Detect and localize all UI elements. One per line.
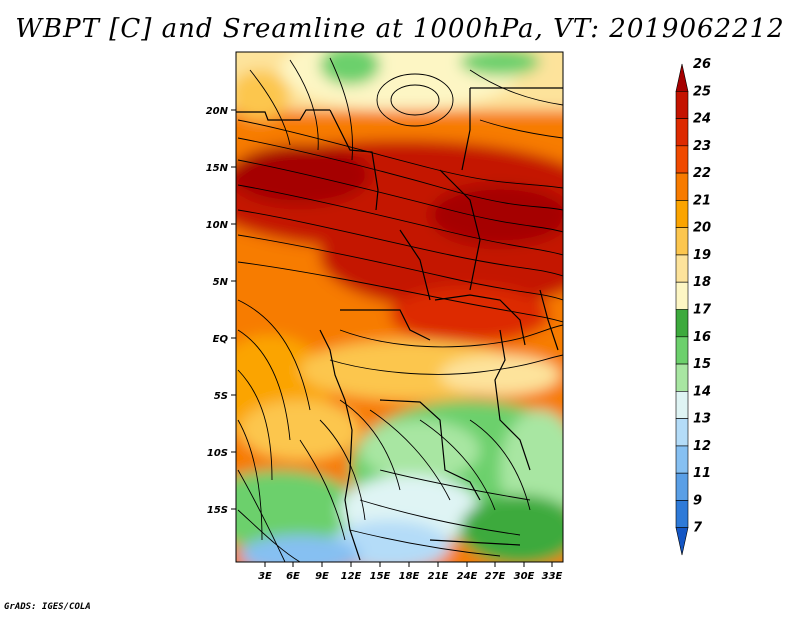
lat-label: 5S <box>214 391 228 402</box>
longitude-axis: 3E 6E 9E 12E 15E 18E 21E 24E 27E 30E 33E <box>258 562 563 582</box>
colorbar-swatch <box>675 281 689 310</box>
lat-label: 10S <box>207 448 228 459</box>
colorbar-label: 20 <box>693 221 711 236</box>
colorbar-swatch <box>675 363 689 392</box>
wbpt-shading <box>236 52 563 562</box>
colorbar-label: 16 <box>693 330 711 345</box>
colorbar-label: 22 <box>693 166 711 181</box>
colorbar-swatch <box>675 500 689 529</box>
lon-label: 33E <box>542 571 563 582</box>
streamlines <box>237 57 563 562</box>
map-title: WBPT [C] and Sreamline at 1000hPa, VT: 2… <box>15 14 785 44</box>
lon-label: 15E <box>370 571 391 582</box>
colorbar-swatch <box>675 336 689 365</box>
colorbar-label: 12 <box>693 439 711 454</box>
colorbar-swatch <box>675 227 689 256</box>
colorbar-swatch <box>675 445 689 474</box>
colorbar-swatch <box>675 309 689 338</box>
lon-label: 9E <box>315 571 329 582</box>
lon-label: 30E <box>514 571 535 582</box>
colorbar-swatch <box>675 90 689 119</box>
colorbar-swatch <box>675 472 689 501</box>
colorbar-label: 14 <box>693 384 711 399</box>
lat-label: 20N <box>206 106 229 117</box>
lat-label: 15S <box>207 505 228 516</box>
colorbar-label: 13 <box>693 412 711 427</box>
colorbar-label: 18 <box>693 275 711 290</box>
colorbar-label: 25 <box>693 84 711 99</box>
colorbar: 26 25 24 23 22 21 20 19 18 17 16 15 14 13 12 11 9 7 <box>675 57 712 556</box>
colorbar-label: 24 <box>693 112 711 127</box>
lat-label: EQ <box>213 334 229 345</box>
colorbar-label: 26 <box>693 57 711 72</box>
colorbar-label: 7 <box>693 521 703 536</box>
coastline-borders <box>236 87 563 561</box>
lat-label: 10N <box>206 220 229 231</box>
colorbar-swatch <box>675 527 689 556</box>
colorbar-swatch <box>675 391 689 419</box>
lon-label: 12E <box>341 571 362 582</box>
lon-label: 18E <box>399 571 420 582</box>
lat-label: 15N <box>206 163 229 174</box>
colorbar-label: 17 <box>693 303 712 318</box>
colorbar-label: 21 <box>693 193 711 208</box>
lon-label: 6E <box>286 571 300 582</box>
latitude-axis: 20N 15N 10N 5N EQ 5S 10S 15S <box>206 106 236 516</box>
colorbar-swatch <box>675 145 689 174</box>
colorbar-swatch <box>675 172 689 201</box>
colorbar-swatch <box>675 418 689 447</box>
colorbar-swatch <box>675 118 689 147</box>
colorbar-label: 9 <box>693 493 702 508</box>
colorbar-label: 15 <box>693 357 711 372</box>
colorbar-label: 19 <box>693 248 711 263</box>
colorbar-swatch <box>675 63 689 92</box>
colorbar-label: 11 <box>693 466 711 481</box>
map-frame <box>235 51 564 563</box>
colorbar-swatch <box>675 254 689 283</box>
lat-label: 5N <box>213 277 229 288</box>
lon-label: 24E <box>457 571 478 582</box>
grads-credit: GrADS: IGES/COLA <box>4 602 91 612</box>
lon-label: 21E <box>428 571 449 582</box>
lon-label: 3E <box>258 571 272 582</box>
lon-label: 27E <box>485 571 506 582</box>
colorbar-swatch <box>675 200 689 228</box>
colorbar-label: 23 <box>693 139 711 154</box>
